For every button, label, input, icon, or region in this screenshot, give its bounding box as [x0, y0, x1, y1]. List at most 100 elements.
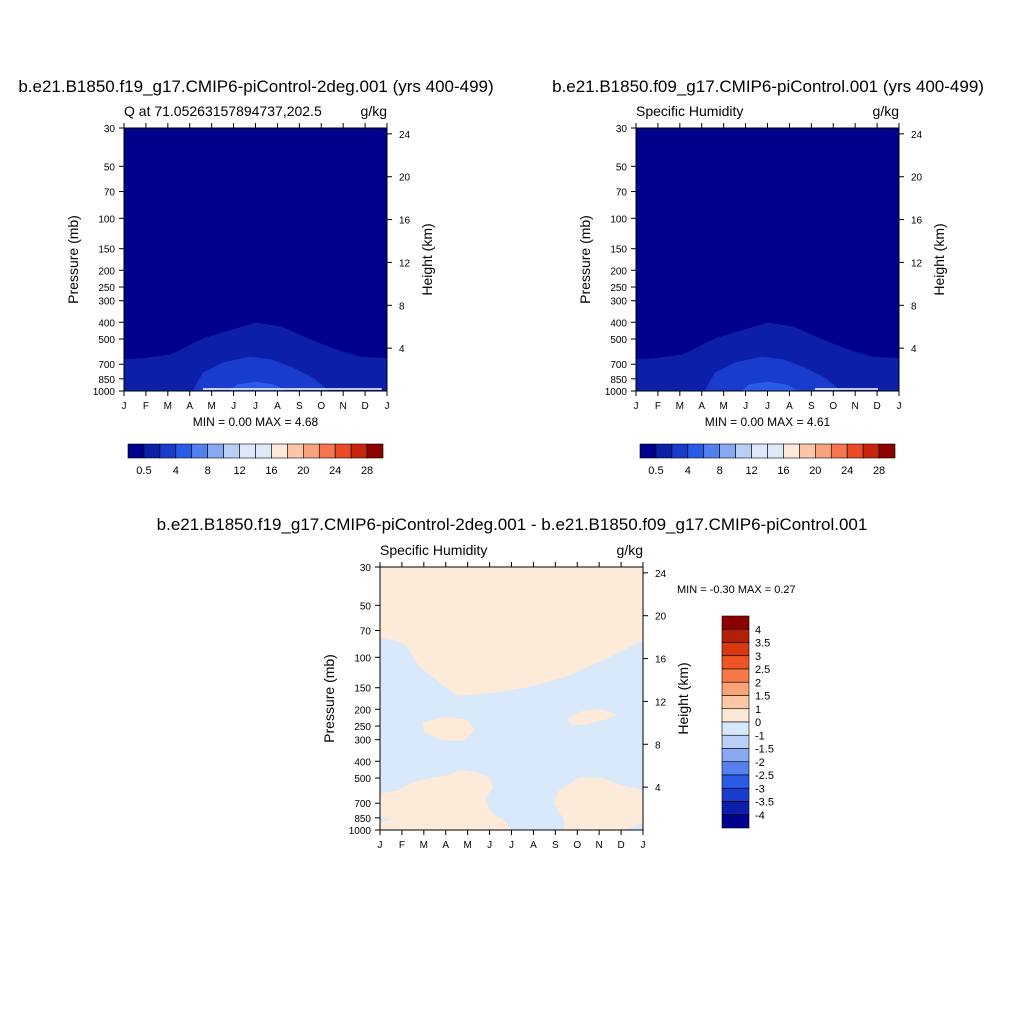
- colorbar-box: [721, 721, 750, 736]
- colorbar-box: [721, 642, 750, 657]
- x-tick-label: D: [873, 401, 880, 412]
- colorbar-box: [639, 443, 657, 459]
- y-right-tick-label: 4: [655, 783, 661, 794]
- y-right-tick-label: 24: [399, 130, 411, 141]
- y-tick-label: 850: [98, 375, 115, 386]
- panel-left-label: Q at 71.05263157894737,202.5: [124, 103, 322, 119]
- y-tick-label: 100: [354, 653, 371, 664]
- x-tick-label: J: [253, 401, 258, 412]
- colorbar-box: [799, 443, 816, 459]
- colorbar-box: [721, 615, 750, 630]
- x-tick-label: J: [378, 840, 383, 851]
- colorbar-box: [721, 695, 750, 710]
- x-tick-label: J: [509, 840, 514, 851]
- colorbar-box: [878, 443, 896, 459]
- y-right-tick-label: 12: [399, 258, 411, 269]
- x-tick-label: S: [552, 840, 559, 851]
- y-tick-label: 50: [360, 601, 372, 612]
- colorbar-label: 12: [745, 465, 757, 477]
- y-tick-label: 250: [98, 283, 115, 294]
- min-max-stats: MIN = -0.30 MAX = 0.27: [677, 584, 796, 596]
- colorbar-box: [191, 443, 208, 459]
- contour-region-1: [380, 567, 643, 696]
- x-tick-label: N: [852, 401, 859, 412]
- y-axis-label: Pressure (mb): [321, 654, 337, 743]
- y-tick-label: 100: [98, 214, 115, 225]
- x-tick-label: O: [829, 401, 837, 412]
- x-tick-label: M: [420, 840, 428, 851]
- colorbar-box: [721, 787, 750, 802]
- panel-left-label: Specific Humidity: [380, 542, 487, 558]
- colorbar-box: [703, 443, 720, 459]
- y-tick-label: 250: [354, 722, 371, 733]
- y-tick-label: 70: [104, 188, 116, 199]
- colorbar-box: [255, 443, 272, 459]
- y-right-tick-label: 20: [399, 173, 411, 184]
- panel-left-label: Specific Humidity: [636, 103, 743, 119]
- colorbar-label: 0.5: [136, 465, 151, 477]
- y-tick-label: 150: [610, 245, 627, 256]
- colorbar-label: 4: [173, 465, 179, 477]
- units-label: g/kg: [873, 103, 899, 119]
- colorbar-box: [721, 801, 750, 816]
- colorbar-box: [271, 443, 288, 459]
- y-right-tick-label: 8: [655, 740, 661, 751]
- colorbar-label: 0.5: [648, 465, 663, 477]
- x-tick-label: J: [487, 840, 492, 851]
- y-tick-label: 850: [610, 375, 627, 386]
- y-tick-label: 30: [104, 124, 116, 135]
- y-tick-label: 300: [610, 297, 627, 308]
- x-tick-label: J: [231, 401, 236, 412]
- colorbar-label: 16: [265, 465, 277, 477]
- y-tick-label: 300: [354, 736, 371, 747]
- y-right-tick-label: 4: [399, 344, 405, 355]
- colorbar-box: [318, 443, 336, 459]
- min-max-stats: MIN = 0.00 MAX = 4.68: [193, 415, 319, 429]
- y-tick-label: 1000: [93, 387, 116, 398]
- colorbar-box: [721, 628, 750, 643]
- contour-region-2: [192, 356, 330, 391]
- y-tick-label: 400: [610, 318, 627, 329]
- colorbar-label: 1: [755, 704, 761, 716]
- colorbar-box: [751, 443, 768, 459]
- x-tick-label: A: [442, 840, 449, 851]
- y-right-axis-label: Height (km): [931, 223, 947, 295]
- y-right-tick-label: 8: [399, 301, 405, 312]
- panel-1: b.e21.B1850.f19_g17.CMIP6-piControl-2deg…: [18, 77, 493, 477]
- y-right-tick-label: 12: [911, 258, 923, 269]
- x-tick-label: O: [573, 840, 581, 851]
- y-tick-label: 1000: [349, 826, 372, 837]
- y-tick-label: 700: [354, 799, 371, 810]
- y-tick-label: 250: [610, 283, 627, 294]
- colorbar-label: 2: [755, 677, 761, 689]
- y-right-axis-label: Height (km): [419, 223, 435, 295]
- x-tick-label: S: [808, 401, 815, 412]
- colorbar-box: [207, 443, 224, 459]
- y-tick-label: 150: [98, 245, 115, 256]
- units-label: g/kg: [617, 542, 643, 558]
- y-tick-label: 30: [616, 124, 628, 135]
- colorbar-label: -2.5: [755, 770, 774, 782]
- x-tick-label: A: [786, 401, 793, 412]
- y-tick-label: 100: [610, 214, 627, 225]
- y-axis-label: Pressure (mb): [577, 215, 593, 304]
- contour-region-1: [124, 322, 387, 391]
- y-tick-label: 200: [98, 266, 115, 277]
- y-right-tick-label: 20: [655, 612, 667, 623]
- colorbar-box: [721, 814, 750, 829]
- colorbar-label: -1: [755, 730, 765, 742]
- x-tick-label: N: [596, 840, 603, 851]
- y-tick-label: 200: [610, 266, 627, 277]
- colorbar-box: [815, 443, 832, 459]
- colorbar-label: 28: [873, 465, 885, 477]
- x-tick-label: A: [274, 401, 281, 412]
- y-tick-label: 500: [354, 774, 371, 785]
- panel-title: b.e21.B1850.f09_g17.CMIP6-piControl.001 …: [552, 77, 984, 96]
- colorbar-label: -4: [755, 810, 765, 822]
- contour-region-4: [380, 769, 512, 830]
- colorbar-box: [175, 443, 193, 459]
- colorbar-box: [334, 443, 352, 459]
- x-tick-label: A: [698, 401, 705, 412]
- colorbar-label: 16: [777, 465, 789, 477]
